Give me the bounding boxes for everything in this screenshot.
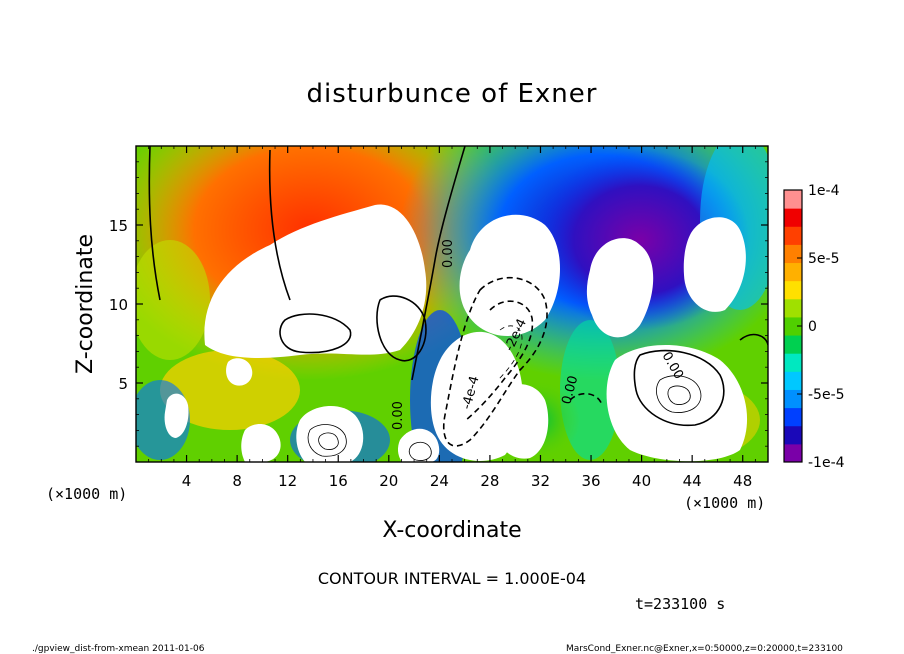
colorbar-segment — [784, 389, 802, 409]
colorbar-segment — [784, 280, 802, 300]
contour-labels: 0.00 0.00 0.00 0.00 -2e-4 -4e-4 — [391, 239, 686, 430]
colorbar-segment — [784, 371, 802, 390]
x-tick-label: 28 — [480, 472, 499, 490]
x-axis-label: X-coordinate — [382, 518, 521, 543]
colorbar-ticks: 1e-4 5e-5 0 -5e-5 -1e-4 — [797, 183, 845, 471]
contour-label: 0.00 — [391, 401, 406, 430]
colorbar-tick-label: -5e-5 — [808, 387, 845, 403]
x-tick-label: 32 — [531, 472, 550, 490]
colorbar-segment — [784, 335, 802, 354]
chart-title: disturbunce of Exner — [307, 79, 598, 109]
x-tick-label: 4 — [182, 472, 192, 490]
y-axis-label: Z-coordinate — [73, 234, 98, 374]
x-tick-label: 12 — [278, 472, 297, 490]
colorbar-segment — [784, 244, 802, 264]
x-unit-left: (×1000 m) — [46, 485, 127, 503]
x-unit-right: (×1000 m) — [684, 494, 765, 512]
time-text: t=233100 s — [635, 595, 725, 613]
colorbar-tick-label: 5e-5 — [808, 251, 839, 267]
y-tick-label: 10 — [109, 296, 128, 314]
x-axis: 4 8 12 16 20 24 28 32 36 40 44 48 — [148, 146, 756, 490]
footer-right: MarsCond_Exner.nc@Exner,x=0:50000,z=0:20… — [566, 644, 843, 654]
colorbar-segment — [784, 407, 802, 427]
x-tick-label: 20 — [379, 472, 398, 490]
colorbar-segment — [784, 226, 802, 245]
colorbar-segment — [784, 425, 802, 445]
contour-label: 0.00 — [559, 374, 581, 406]
colorbar-segment — [784, 190, 802, 209]
x-tick-label: 8 — [232, 472, 242, 490]
y-tick-label: 5 — [118, 375, 128, 393]
colorbar-segment — [784, 353, 802, 372]
heatmap-field — [136, 146, 768, 462]
footer-left: ./gpview_dist-from-xmean 2011-01-06 — [32, 644, 205, 654]
colorbar — [783, 189, 803, 463]
colorbar-tick-label: 0 — [808, 319, 817, 335]
x-tick-label: 40 — [632, 472, 651, 490]
x-tick-label: 48 — [733, 472, 752, 490]
contour-label: 0.00 — [441, 239, 456, 268]
colorbar-tick-label: 1e-4 — [808, 183, 840, 199]
colorbar-tick-label: -1e-4 — [808, 455, 845, 471]
colorbar-segment — [784, 443, 802, 463]
contour-interval-text: CONTOUR INTERVAL = 1.000E-04 — [318, 569, 586, 588]
colorbar-segment — [784, 316, 802, 336]
colorbar-segment — [784, 262, 802, 282]
x-tick-label: 16 — [329, 472, 348, 490]
x-tick-label: 24 — [430, 472, 449, 490]
x-tick-label: 44 — [683, 472, 702, 490]
y-tick-label: 15 — [109, 217, 128, 235]
y-axis: 5 10 15 — [109, 161, 768, 447]
colorbar-segment — [784, 298, 802, 318]
x-tick-label: 36 — [581, 472, 600, 490]
colorbar-segment — [784, 208, 802, 227]
